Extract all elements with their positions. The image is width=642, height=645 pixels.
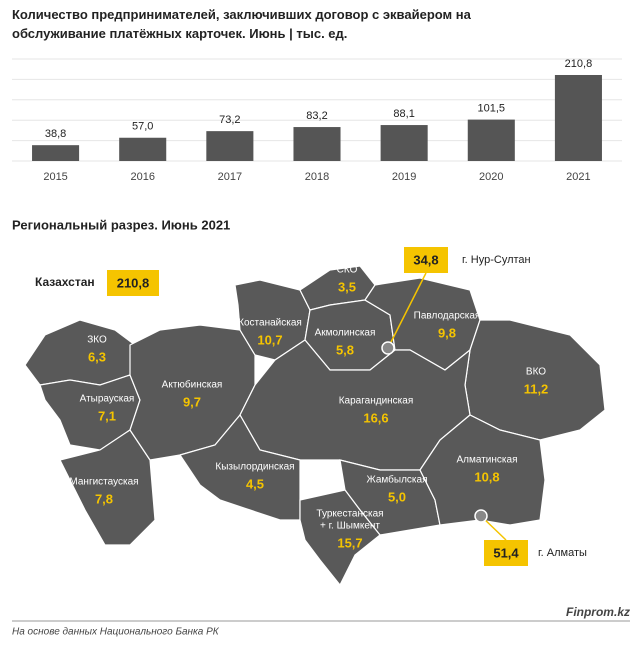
region-value: 10,8 [474, 469, 499, 484]
x-tick-label: 2020 [479, 171, 503, 183]
bar [380, 125, 428, 161]
region-value: 9,8 [438, 325, 456, 340]
region [464, 319, 606, 441]
map-title: Региональный разрез. Июнь 2021 [12, 217, 230, 232]
city-marker [381, 341, 395, 355]
bar [293, 127, 341, 161]
city-marker [474, 509, 488, 523]
leader-line [387, 272, 427, 349]
region-name: Туркестанская [316, 509, 383, 520]
region-name: Кызылординская [215, 462, 294, 473]
city-name: г. Нур-Султан [462, 254, 531, 266]
brand: Finprom.kz [566, 605, 630, 619]
region-value: 5,0 [388, 489, 406, 504]
region [24, 319, 136, 386]
region [299, 489, 381, 587]
x-tick-label: 2017 [218, 171, 242, 183]
city-name: г. Алматы [538, 547, 587, 559]
region-value: 5,8 [336, 342, 354, 357]
region-value: 7,1 [98, 408, 116, 423]
value-label: 101,5 [478, 102, 506, 114]
region-name: Карагандинская [339, 396, 414, 407]
value-label: 83,2 [306, 110, 327, 122]
region-name: Актюбинская [162, 379, 223, 391]
value-label: 210,8 [565, 58, 593, 70]
x-tick-label: 2018 [305, 171, 329, 183]
region-name: Акмолинская [315, 328, 376, 339]
bar [32, 145, 80, 161]
chart-title: Количество предпринимателей, заключивших… [12, 7, 471, 41]
value-label: 88,1 [393, 108, 414, 120]
region-name: Алматинская [457, 455, 518, 466]
total-value: 210,8 [117, 275, 150, 290]
city-value: 51,4 [493, 545, 519, 560]
city-box [404, 247, 448, 273]
city-value: 34,8 [413, 252, 438, 267]
x-tick-label: 2019 [392, 171, 416, 183]
region-name: СКО [337, 265, 358, 276]
region-name: + г. Шымкент [320, 521, 380, 532]
bar [554, 74, 602, 161]
region-name: Мангистауская [69, 477, 138, 488]
region-name: Павлодарская [414, 311, 481, 322]
region [59, 429, 156, 546]
region-value: 3,5 [338, 279, 356, 294]
source-note: На основе данных Национального Банка РК [12, 627, 220, 638]
region-value: 9,7 [183, 394, 201, 409]
value-label: 73,2 [219, 114, 240, 126]
region-value: 11,2 [524, 381, 549, 396]
region-name: Костанайская [238, 318, 302, 329]
x-tick-label: 2021 [566, 171, 590, 183]
bar [119, 137, 167, 161]
region-name: Атырауская [80, 394, 135, 405]
region [419, 414, 546, 526]
x-tick-label: 2016 [130, 171, 154, 183]
value-label: 57,0 [132, 121, 153, 133]
bar [467, 119, 515, 161]
region-name: ВКО [526, 367, 546, 378]
region-value: 15,7 [337, 535, 362, 550]
region-name: Жамбылская [367, 474, 428, 486]
total-name: Казахстан [35, 275, 95, 289]
value-label: 38,8 [45, 128, 66, 140]
region-name: ЗКО [87, 335, 107, 346]
region [179, 413, 301, 521]
region-value: 10,7 [257, 332, 282, 347]
region-value: 6,3 [88, 349, 106, 364]
region-value: 7,8 [95, 491, 113, 506]
city-box [484, 540, 528, 566]
region-value: 4,5 [246, 476, 264, 491]
total-box [107, 270, 159, 296]
x-tick-label: 2015 [43, 171, 67, 183]
region-value: 16,6 [363, 410, 388, 425]
bar [206, 131, 254, 161]
